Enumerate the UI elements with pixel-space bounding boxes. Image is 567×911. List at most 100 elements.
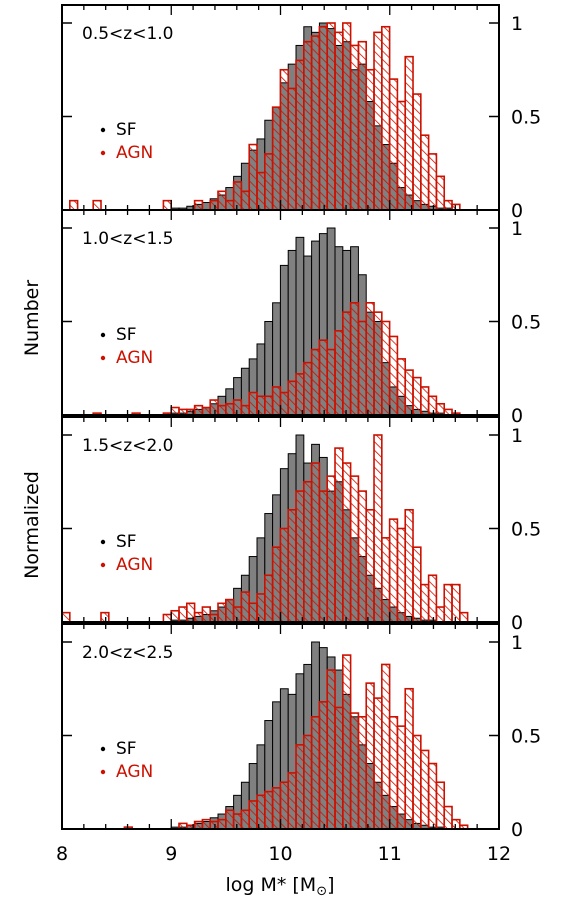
panel-4: 0 0.5 1 2.0<z<2.5 SF AGN (61, 623, 541, 841)
agn-bar (420, 749, 430, 830)
agn-bar (396, 725, 407, 830)
panel-redshift-label: 0.5<z<1.0 (82, 24, 173, 44)
agn-bar (318, 25, 329, 211)
agn-bar (287, 772, 297, 830)
agn-bar (264, 395, 274, 416)
agn-bar (318, 490, 329, 623)
agn-bar (365, 682, 375, 830)
y-axis-title-normalized: Normalized (21, 471, 43, 579)
agn-bar (427, 574, 438, 623)
agn-bar (271, 386, 282, 416)
agn-bar (357, 40, 368, 211)
agn-bar (404, 369, 414, 416)
agn-bar (69, 199, 79, 211)
agn-bar (373, 311, 383, 416)
agn-bar (310, 35, 321, 211)
agn-bar (388, 335, 399, 416)
agn-bar (225, 402, 235, 416)
legend-marker (100, 539, 106, 545)
agn-bar (443, 583, 453, 623)
y-tick-label: 0.5 (511, 519, 541, 541)
agn-bar (334, 706, 344, 830)
agn-bar (435, 781, 446, 830)
agn-bar (279, 781, 290, 830)
agn-bar (342, 654, 352, 830)
panel-redshift-label: 2.0<z<2.5 (82, 643, 173, 663)
agn-bar (349, 475, 360, 623)
agn-bar (435, 402, 446, 416)
y-tick-label: 1 (511, 425, 523, 447)
agn-bar (420, 134, 430, 211)
agn-bar (357, 715, 368, 830)
agn-bar (373, 31, 383, 211)
agn-bar (349, 301, 360, 416)
agn-bar (365, 508, 375, 623)
agn-bar (459, 611, 469, 623)
agn-bar (381, 25, 391, 211)
agn-bar (248, 602, 258, 623)
agn-bar (427, 395, 438, 416)
agn-bar (240, 190, 251, 211)
legend-label: SF (116, 739, 137, 759)
x-tick-label: 12 (487, 843, 511, 865)
agn-bar (217, 404, 227, 416)
agn-bar (365, 68, 375, 211)
x-axis-title: log M* [M⊙] (225, 874, 334, 899)
agn-bar (388, 78, 399, 211)
legend-marker (100, 562, 106, 568)
agn-bar (217, 190, 227, 211)
legend-marker (100, 332, 106, 338)
agn-bar (388, 715, 399, 830)
agn-bar (287, 380, 297, 416)
agn-bar (420, 583, 430, 623)
legend-marker (100, 769, 106, 775)
agn-bar (357, 320, 368, 416)
agn-bar (295, 744, 305, 830)
agn-bar (170, 609, 180, 623)
agn-bar (279, 391, 290, 416)
agn-bar (303, 734, 313, 830)
agn-bar (326, 22, 336, 211)
agn-bar (334, 447, 344, 623)
agn-bar (318, 701, 329, 830)
agn-bar (92, 199, 102, 211)
agn-bar (256, 794, 266, 830)
agn-bar (443, 199, 453, 211)
agn-bar (357, 490, 368, 623)
panel-3: 0 0.5 1 1.5<z<2.0 SF AGN (61, 416, 541, 634)
agn-bar (256, 171, 266, 211)
agn-bar (396, 100, 407, 211)
panel-2: 0 0.5 1 1.0<z<1.5 SF AGN (61, 209, 541, 427)
y-tick-label: 0 (511, 200, 523, 222)
agn-bar (412, 734, 422, 830)
sf-bar (201, 202, 211, 211)
y-tick-label: 1 (511, 218, 523, 240)
agn-bar (396, 527, 407, 623)
agn-bar (248, 391, 258, 416)
agn-bar (443, 805, 453, 830)
agn-bar (178, 606, 188, 623)
agn-bar (342, 22, 352, 211)
agn-bar (217, 818, 227, 830)
y-tick-label: 0.5 (511, 312, 541, 334)
agn-bar (381, 320, 391, 416)
agn-bar (209, 399, 219, 416)
agn-bar (61, 611, 71, 623)
legend-label: SF (116, 120, 137, 140)
agn-bar (342, 462, 352, 623)
y-tick-label: 0 (511, 819, 523, 841)
y-axis-title-number: Number (21, 280, 43, 357)
agn-bar (303, 361, 313, 416)
agn-bar (264, 153, 274, 211)
panel-1: 0 0.5 1 0.5<z<1.0 SF AGN (61, 4, 541, 222)
agn-bar (326, 475, 336, 623)
legend-label: AGN (116, 762, 153, 782)
agn-bar (170, 406, 180, 416)
agn-bar (271, 106, 282, 211)
agn-bar (318, 339, 329, 416)
agn-bar (193, 199, 204, 211)
agn-bar (295, 59, 305, 211)
agn-bar (365, 301, 375, 416)
agn-bar (295, 373, 305, 416)
